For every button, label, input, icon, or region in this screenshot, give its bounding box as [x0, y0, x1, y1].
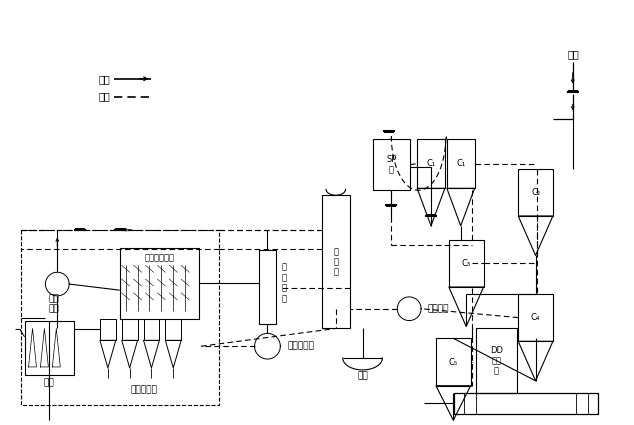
Polygon shape — [115, 228, 125, 231]
Text: C₄: C₄ — [531, 313, 540, 322]
Bar — [122, 319, 138, 340]
Bar — [100, 319, 116, 340]
Text: 增
温
塔: 增 温 塔 — [333, 247, 339, 277]
Text: 窑尾排风机: 窑尾排风机 — [287, 342, 314, 351]
Bar — [454, 393, 597, 414]
Bar — [259, 249, 276, 323]
Text: 物料: 物料 — [568, 49, 579, 59]
Bar — [436, 338, 470, 386]
Polygon shape — [568, 90, 578, 93]
Bar — [165, 319, 181, 340]
Bar — [373, 139, 410, 190]
Text: C₅: C₅ — [449, 357, 458, 366]
Text: DD
分解
炉: DD 分解 炉 — [490, 346, 503, 375]
Text: 旋风收尘器: 旋风收尘器 — [130, 385, 157, 394]
Text: 物料: 物料 — [98, 74, 110, 84]
Bar — [417, 139, 445, 188]
Text: 气流: 气流 — [98, 91, 110, 102]
Text: 窑尾袋除尘器: 窑尾袋除尘器 — [145, 253, 174, 262]
Bar — [447, 139, 475, 188]
Bar — [449, 240, 484, 287]
Text: SP
炉: SP 炉 — [386, 155, 396, 174]
Bar — [476, 329, 517, 393]
Text: 窑
尾
烟
囱: 窑 尾 烟 囱 — [281, 263, 287, 303]
Text: C₂: C₂ — [531, 188, 540, 197]
Polygon shape — [386, 204, 396, 207]
Polygon shape — [75, 228, 85, 231]
Bar — [143, 319, 159, 340]
Bar — [518, 294, 553, 341]
Polygon shape — [384, 130, 394, 133]
Text: C₃: C₃ — [462, 259, 470, 268]
Bar — [120, 247, 199, 319]
Polygon shape — [426, 215, 436, 218]
Text: C₁: C₁ — [456, 159, 465, 168]
Text: 湿料: 湿料 — [357, 371, 368, 380]
Bar — [518, 169, 553, 216]
Text: C₁: C₁ — [427, 159, 436, 168]
Bar — [322, 195, 350, 329]
Text: 辊磨: 辊磨 — [44, 378, 55, 387]
Text: 高温风机: 高温风机 — [427, 304, 448, 313]
Text: 循环
风机: 循环 风机 — [49, 294, 60, 314]
Bar — [21, 230, 219, 405]
Bar — [25, 320, 74, 375]
